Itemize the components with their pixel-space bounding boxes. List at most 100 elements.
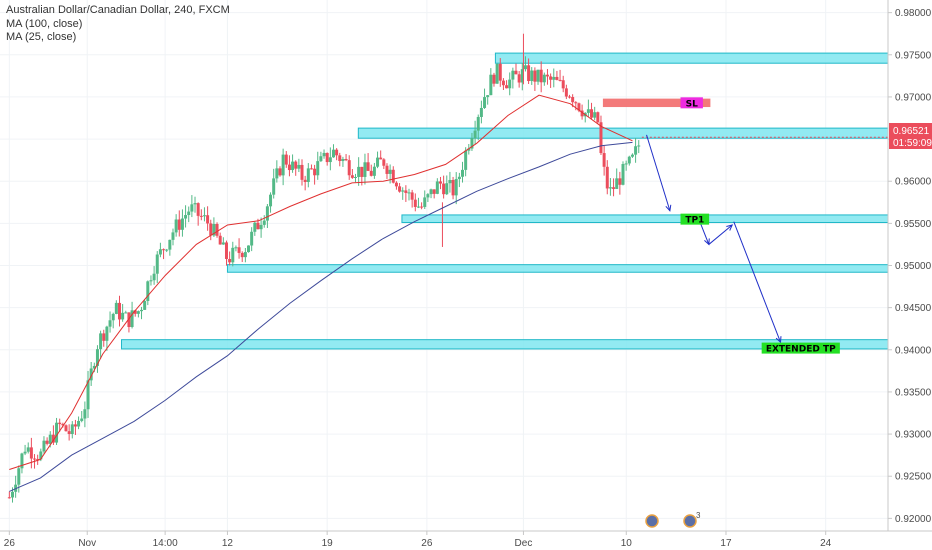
candle-body <box>448 179 452 184</box>
candle-body <box>360 166 364 177</box>
current-price-value: 0.96521 <box>893 126 930 137</box>
candle-body <box>347 160 351 176</box>
candle-body <box>536 69 540 82</box>
candle-body <box>250 231 254 246</box>
candle-body <box>143 301 147 310</box>
time-axis[interactable]: 26 Nov 14:00 12 19 26 Dec 10 17 24 <box>4 531 832 549</box>
candle-body <box>234 247 238 249</box>
candle-body <box>354 176 358 178</box>
candle-body <box>533 70 537 82</box>
candle-body <box>73 424 77 427</box>
candle-body <box>357 166 361 177</box>
candle-body <box>67 431 71 434</box>
current-price-tag-bg <box>889 123 932 149</box>
candle-body <box>435 181 439 194</box>
candle-body <box>89 368 93 381</box>
candle-body <box>608 187 612 189</box>
candle-body <box>136 311 140 314</box>
candle-body <box>558 79 562 81</box>
candle-body <box>401 190 405 192</box>
forecast-arrow <box>708 224 733 245</box>
candle-body <box>394 182 398 187</box>
candle-body <box>376 157 380 167</box>
candle-body <box>335 149 339 156</box>
candle-body <box>517 74 521 83</box>
candle-body <box>193 203 197 205</box>
candle-body <box>615 178 619 189</box>
candle-body <box>297 164 301 169</box>
candle-body <box>637 145 641 147</box>
candle-body <box>457 176 461 180</box>
candle-body <box>423 197 427 207</box>
candle-body <box>574 102 578 104</box>
trade-annotations: SL TP1 EXTENDED TP <box>680 97 840 355</box>
candle-body <box>580 110 584 117</box>
candle-body <box>55 422 59 443</box>
candle-body <box>432 189 436 194</box>
candle-body <box>442 183 446 195</box>
calendar-event-icon[interactable] <box>645 514 659 528</box>
candle-body <box>527 65 531 82</box>
candle-body <box>77 420 81 427</box>
candle-body <box>586 109 590 113</box>
current-price-tag: 0.96521 01:59:09 <box>889 123 932 149</box>
candle-body <box>80 418 84 421</box>
candle-body <box>287 164 291 171</box>
forecast-arrow <box>733 221 781 343</box>
candle-body <box>398 186 402 192</box>
candle-body <box>51 434 55 443</box>
time-tick-label: 24 <box>820 538 832 549</box>
candle-body <box>382 159 386 166</box>
candle-body <box>300 164 304 180</box>
price-tick-label: 0.96000 <box>895 177 932 188</box>
candle-body <box>461 169 465 177</box>
candle-body <box>599 122 603 154</box>
candle-body <box>168 239 172 250</box>
candle-body <box>303 179 307 182</box>
candle-body <box>605 166 609 189</box>
candle-body <box>309 168 313 170</box>
candle-body <box>70 424 74 434</box>
price-tick-label: 0.97500 <box>895 50 932 61</box>
candle-body <box>253 222 257 232</box>
candle-body <box>568 96 572 98</box>
candle-body <box>61 424 65 426</box>
candle-body <box>184 215 188 219</box>
candle-body <box>206 215 210 224</box>
ma100-legend: MA (100, close) <box>6 17 83 30</box>
zone-box <box>401 214 889 224</box>
time-tick-label: 12 <box>222 538 234 549</box>
time-tick-label: 19 <box>322 538 334 549</box>
event-icons[interactable]: 3 <box>645 511 701 528</box>
candle-body <box>17 468 21 485</box>
countdown-timer: 01:59:09 <box>893 138 932 149</box>
price-tick-label: 0.93000 <box>895 430 932 441</box>
candle-body <box>596 112 600 123</box>
candle-body <box>306 168 310 182</box>
price-tick-label: 0.93500 <box>895 387 932 398</box>
candle-body <box>259 224 263 230</box>
price-tick-label: 0.97000 <box>895 92 932 103</box>
sl-label: SL <box>686 99 698 109</box>
candle-body <box>231 247 235 263</box>
candle-body <box>341 159 345 162</box>
candle-body <box>105 326 109 341</box>
candle-body <box>410 192 414 200</box>
candle-body <box>228 258 232 263</box>
candle-body <box>451 179 455 196</box>
candle-body <box>501 80 505 86</box>
price-axis[interactable]: 0.92000 0.92500 0.93000 0.93500 0.94000 0.945… <box>888 8 932 525</box>
candle-body <box>124 312 128 314</box>
calendar-event-icon[interactable] <box>683 514 697 528</box>
price-tick-label: 0.95500 <box>895 219 932 230</box>
candle-body <box>621 164 625 185</box>
sl-label-bg <box>680 97 703 109</box>
candle-body <box>272 178 276 195</box>
candle-body <box>58 422 62 425</box>
forecast-arrow <box>699 220 710 245</box>
candle-body <box>256 222 260 230</box>
time-tick-label: 26 <box>421 538 433 549</box>
candle-body <box>121 312 125 320</box>
price-tick-label: 0.92500 <box>895 472 932 483</box>
